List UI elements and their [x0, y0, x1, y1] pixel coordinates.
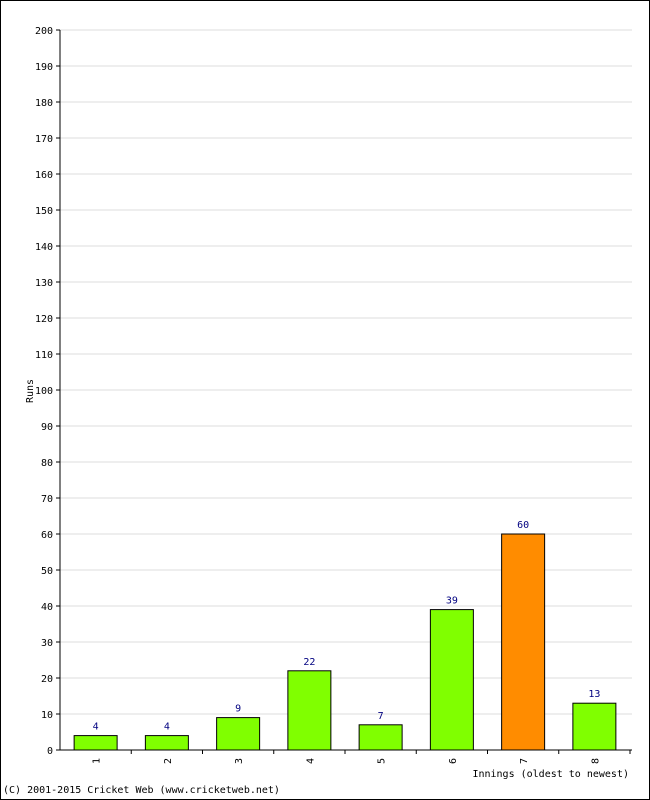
bar-innings-6 [429, 609, 474, 751]
bar-value-label: 39 [446, 596, 458, 607]
bar-value-label: 60 [517, 520, 529, 531]
x-tick-label: 2 [163, 758, 174, 764]
bar-innings-5 [358, 724, 403, 751]
y-axis-ticks: 0 10 20 30 40 50 60 70 80 90 100 110 120 130 140 150 160… [35, 26, 60, 757]
axes [59, 30, 632, 751]
bar-innings-1 [73, 735, 118, 751]
y-tick-label: 200 [35, 26, 53, 37]
y-tick-label: 70 [41, 494, 53, 505]
bar-value-label: 7 [378, 711, 384, 722]
y-tick-label: 160 [35, 170, 53, 181]
bar-innings-2 [144, 735, 189, 751]
y-tick-label: 10 [41, 710, 53, 721]
y-tick-label: 110 [35, 350, 53, 361]
bar-innings-8 [572, 702, 617, 751]
bar-value-label: 4 [93, 722, 99, 733]
x-tick-label: 3 [234, 758, 245, 764]
y-tick-label: 40 [41, 602, 53, 613]
bar-innings-3 [216, 717, 261, 751]
y-tick-label: 190 [35, 62, 53, 73]
y-tick-label: 0 [47, 746, 53, 757]
x-tick-label: 4 [305, 758, 316, 764]
y-tick-label: 120 [35, 314, 53, 325]
x-tick-label: 7 [519, 758, 530, 764]
y-tick-label: 20 [41, 674, 53, 685]
grid-lines [60, 29, 632, 715]
y-tick-label: 150 [35, 206, 53, 217]
y-tick-label: 80 [41, 458, 53, 469]
y-tick-label: 60 [41, 530, 53, 541]
y-tick-label: 30 [41, 638, 53, 649]
y-tick-label: 100 [35, 386, 53, 397]
x-tick-label: 1 [92, 758, 103, 764]
x-axis-label: Innings (oldest to newest) [472, 769, 629, 780]
bar-value-label: 9 [235, 704, 241, 715]
y-tick-label: 180 [35, 98, 53, 109]
bar-value-label: 13 [588, 689, 600, 700]
y-tick-label: 140 [35, 242, 53, 253]
bar-innings-4 [287, 670, 332, 751]
x-tick-label: 8 [590, 758, 601, 764]
bar-value-label: 22 [303, 657, 315, 668]
copyright-text: (C) 2001-2015 Cricket Web (www.cricketwe… [3, 785, 280, 796]
y-tick-label: 50 [41, 566, 53, 577]
y-tick-label: 170 [35, 134, 53, 145]
bar-value-label: 4 [164, 722, 170, 733]
bar-innings-7 [501, 533, 546, 751]
y-tick-label: 130 [35, 278, 53, 289]
bars: 4 4 9 22 7 39 60 13 [73, 520, 617, 751]
x-tick-label: 6 [448, 758, 459, 764]
y-tick-label: 90 [41, 422, 53, 433]
y-axis-label: Runs [25, 379, 36, 403]
x-axis-ticks: 1 2 3 4 5 6 7 8 [92, 750, 631, 764]
x-tick-label: 5 [377, 758, 388, 764]
